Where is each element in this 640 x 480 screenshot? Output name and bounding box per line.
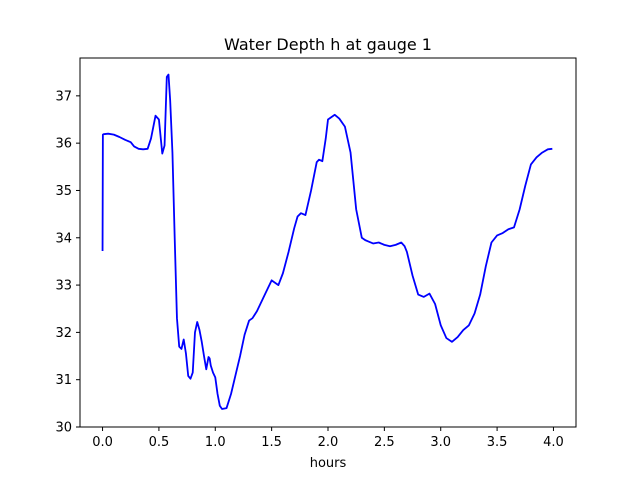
chart-title: Water Depth h at gauge 1: [224, 35, 432, 54]
y-tick-label: 30: [55, 421, 72, 436]
x-axis: 0.0 0.5 1.0 1.5 2.0 2.5 3.0 3.5 4.0: [92, 427, 564, 450]
y-tick-label: 32: [55, 326, 72, 341]
y-tick-label: 34: [55, 231, 72, 246]
x-tick-label: 0.5: [149, 435, 170, 450]
x-tick-label: 1.5: [261, 435, 282, 450]
x-tick-label: 2.0: [318, 435, 339, 450]
y-tick-label: 36: [55, 137, 72, 152]
x-axis-label: hours: [310, 456, 347, 471]
y-tick-label: 33: [55, 279, 72, 294]
y-tick-label: 35: [55, 184, 72, 199]
plot-area: [101, 73, 553, 410]
y-axis: 30 31 32 33 34 35 36 37: [55, 89, 80, 436]
y-tick-label: 37: [55, 89, 72, 104]
x-tick-label: 3.5: [487, 435, 508, 450]
x-tick-label: 3.0: [430, 435, 451, 450]
x-tick-label: 2.5: [374, 435, 395, 450]
x-tick-label: 1.0: [205, 435, 226, 450]
y-tick-label: 31: [55, 373, 72, 388]
x-tick-label: 4.0: [543, 435, 564, 450]
x-tick-label: 0.0: [92, 435, 113, 450]
series-line-0: [101, 73, 553, 410]
